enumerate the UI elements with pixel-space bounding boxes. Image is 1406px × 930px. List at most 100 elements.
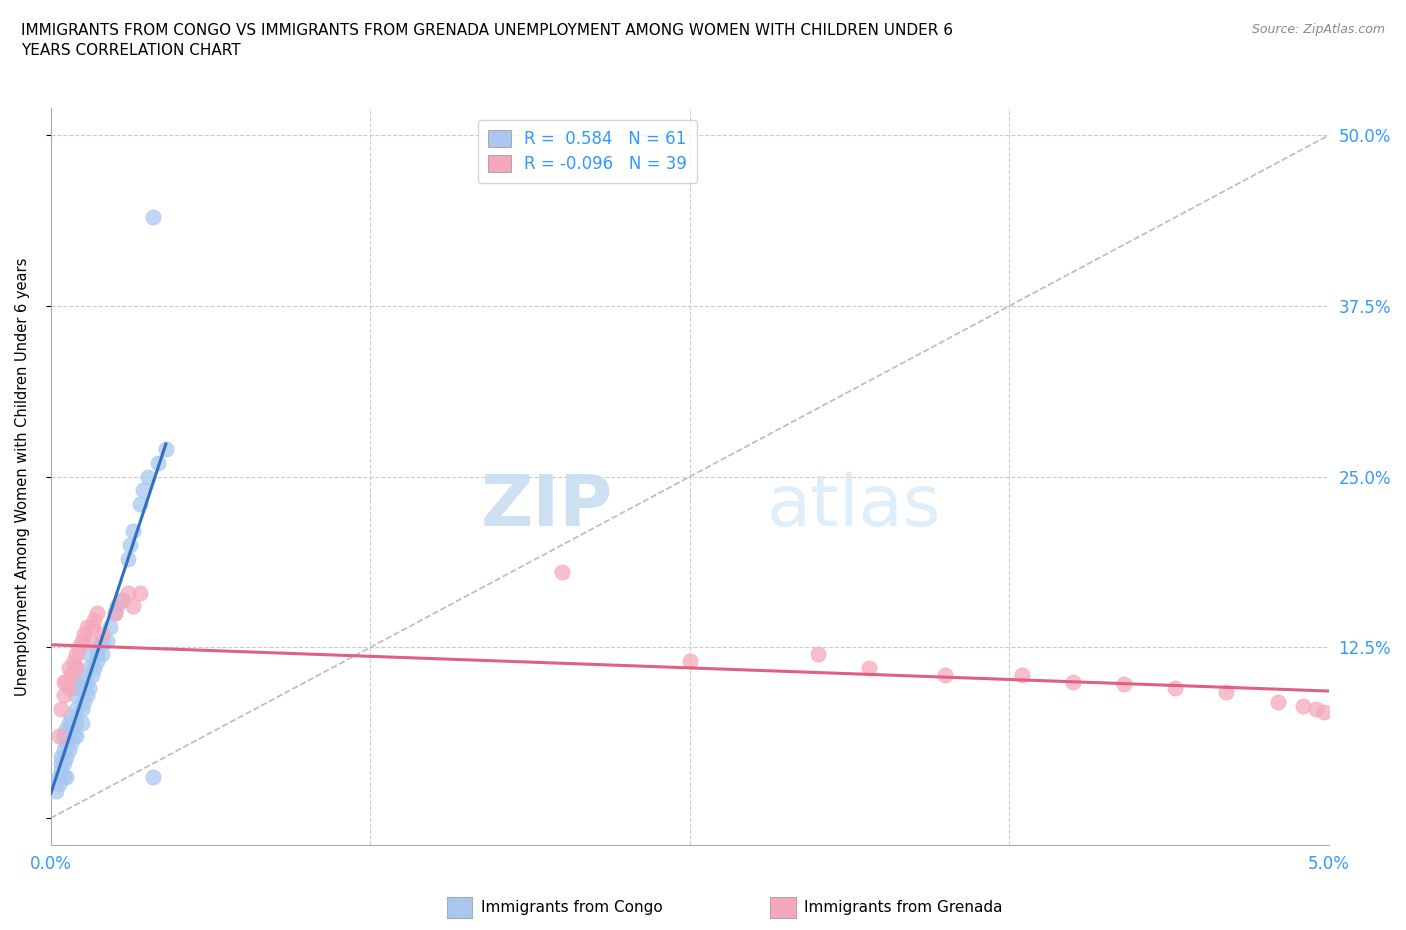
Point bbox=[76, 619, 98, 634]
Point bbox=[83, 613, 105, 628]
Point bbox=[55, 736, 77, 751]
Point bbox=[65, 668, 87, 683]
Text: Immigrants from Congo: Immigrants from Congo bbox=[481, 900, 662, 915]
Point bbox=[1215, 685, 1237, 700]
Point bbox=[129, 497, 152, 512]
Point bbox=[52, 742, 75, 757]
Text: Immigrants from Grenada: Immigrants from Grenada bbox=[804, 900, 1002, 915]
Point bbox=[104, 605, 127, 620]
Point bbox=[60, 709, 83, 724]
Point bbox=[551, 565, 574, 579]
Point bbox=[86, 605, 108, 620]
Point bbox=[1164, 681, 1187, 696]
Point bbox=[142, 210, 165, 225]
Point bbox=[52, 756, 75, 771]
Point bbox=[806, 646, 828, 661]
Point bbox=[111, 592, 134, 607]
Point bbox=[63, 729, 86, 744]
Point bbox=[77, 633, 100, 648]
Point bbox=[104, 605, 127, 620]
Point bbox=[136, 470, 159, 485]
Point bbox=[48, 777, 70, 791]
Point bbox=[70, 701, 93, 716]
Point bbox=[58, 729, 80, 744]
Point bbox=[129, 585, 152, 600]
Point bbox=[55, 770, 77, 785]
Point bbox=[83, 660, 105, 675]
Point bbox=[1011, 668, 1033, 683]
Point bbox=[105, 599, 128, 614]
Point bbox=[65, 701, 87, 716]
Point bbox=[1305, 701, 1327, 716]
Point bbox=[48, 770, 70, 785]
Point bbox=[70, 715, 93, 730]
Point bbox=[49, 701, 72, 716]
Point bbox=[65, 674, 87, 689]
Point bbox=[58, 681, 80, 696]
Point bbox=[80, 619, 103, 634]
Point bbox=[111, 592, 134, 607]
Point bbox=[55, 674, 77, 689]
Point bbox=[73, 626, 96, 641]
Point bbox=[58, 660, 80, 675]
Point bbox=[155, 442, 177, 457]
Point bbox=[60, 668, 83, 683]
Point bbox=[132, 483, 155, 498]
Text: ZIP: ZIP bbox=[481, 472, 613, 540]
Point bbox=[98, 619, 121, 634]
Point bbox=[55, 722, 77, 737]
Point bbox=[91, 646, 114, 661]
Point bbox=[120, 538, 142, 552]
Point bbox=[76, 688, 98, 703]
Point bbox=[65, 660, 87, 675]
Point bbox=[1267, 695, 1289, 710]
Point bbox=[63, 654, 86, 669]
Point bbox=[52, 674, 75, 689]
Point bbox=[65, 660, 87, 675]
Point bbox=[65, 681, 87, 696]
Point bbox=[58, 715, 80, 730]
Point bbox=[49, 750, 72, 764]
Point bbox=[55, 750, 77, 764]
Point bbox=[65, 646, 87, 661]
Point bbox=[65, 688, 87, 703]
Point bbox=[142, 770, 165, 785]
Point bbox=[80, 668, 103, 683]
Point bbox=[65, 729, 87, 744]
Point bbox=[77, 660, 100, 675]
Point bbox=[60, 736, 83, 751]
Legend: R =  0.584   N = 61, R = -0.096   N = 39: R = 0.584 N = 61, R = -0.096 N = 39 bbox=[478, 120, 697, 183]
Point bbox=[117, 585, 139, 600]
Point bbox=[146, 456, 169, 471]
Point bbox=[91, 626, 114, 641]
Point bbox=[934, 668, 956, 683]
Point bbox=[96, 633, 118, 648]
Text: atlas: atlas bbox=[766, 472, 941, 540]
Point bbox=[73, 695, 96, 710]
Point bbox=[858, 660, 880, 675]
Point bbox=[77, 681, 100, 696]
Point bbox=[86, 654, 108, 669]
Point bbox=[49, 763, 72, 777]
Point bbox=[86, 646, 108, 661]
Point bbox=[1292, 698, 1315, 713]
Point bbox=[76, 674, 98, 689]
Point bbox=[77, 646, 100, 661]
Point bbox=[679, 654, 702, 669]
Point bbox=[48, 729, 70, 744]
Point bbox=[52, 688, 75, 703]
Point bbox=[49, 756, 72, 771]
Point bbox=[58, 742, 80, 757]
Text: IMMIGRANTS FROM CONGO VS IMMIGRANTS FROM GRENADA UNEMPLOYMENT AMONG WOMEN WITH C: IMMIGRANTS FROM CONGO VS IMMIGRANTS FROM… bbox=[21, 23, 953, 58]
Point bbox=[52, 729, 75, 744]
Point bbox=[89, 640, 111, 655]
Point bbox=[60, 722, 83, 737]
Point bbox=[73, 681, 96, 696]
Point bbox=[117, 551, 139, 566]
Point bbox=[45, 783, 67, 798]
Point bbox=[65, 715, 87, 730]
Point bbox=[1312, 704, 1334, 719]
Point bbox=[1114, 677, 1136, 692]
Point bbox=[91, 633, 114, 648]
Point bbox=[67, 640, 90, 655]
